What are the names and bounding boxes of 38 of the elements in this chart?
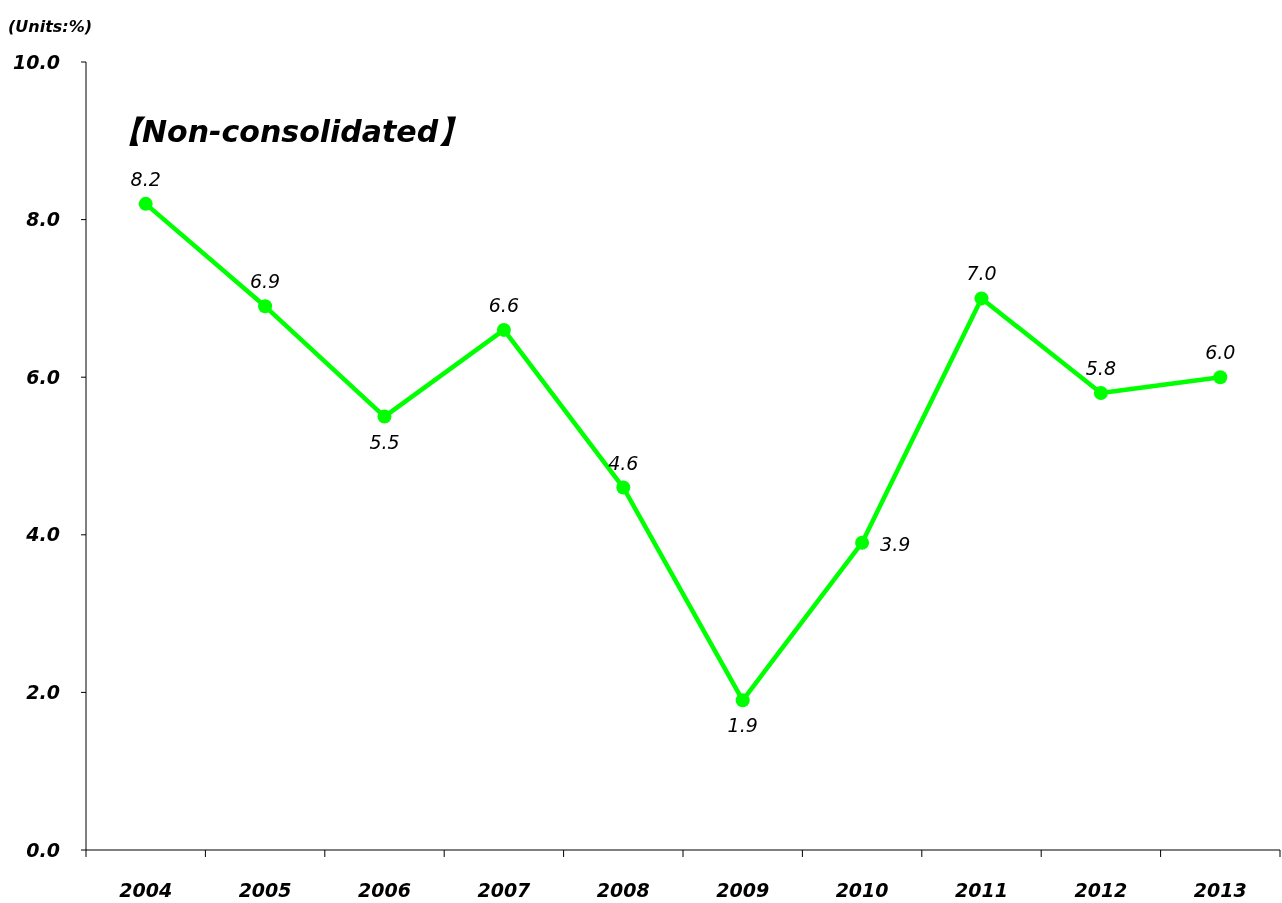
y-tick-label: 8.0 — [26, 208, 60, 231]
y-tick-label: 0.0 — [26, 838, 60, 861]
x-tick-label: 2013 — [1193, 879, 1247, 901]
x-tick-label: 2008 — [596, 879, 650, 901]
point — [1213, 370, 1228, 385]
point — [138, 196, 153, 211]
data-label: 8.2 — [130, 167, 161, 190]
data-label: 4.6 — [608, 451, 639, 474]
x-tick-label: 2009 — [716, 879, 770, 901]
point — [496, 322, 511, 337]
text: 【Non-consolidated】 — [112, 114, 469, 149]
point — [855, 535, 870, 550]
y-tick-label: 2.0 — [26, 681, 60, 704]
data-label: 3.9 — [880, 532, 911, 555]
x-tick-label: 2005 — [238, 879, 292, 901]
point — [1093, 385, 1108, 400]
x-tick-label: 2012 — [1074, 879, 1128, 901]
data-label: 5.5 — [369, 430, 400, 453]
point — [616, 480, 631, 495]
data-label: 7.0 — [966, 262, 997, 285]
y-tick-label: 10.0 — [13, 50, 60, 73]
data-label: 6.0 — [1205, 341, 1236, 364]
data-label: 6.6 — [488, 293, 520, 316]
point — [974, 291, 989, 306]
data-label: 6.9 — [249, 270, 281, 293]
data-label: 1.9 — [727, 714, 758, 737]
x-tick-label: 2006 — [358, 879, 411, 901]
point — [258, 299, 273, 314]
point — [735, 693, 750, 708]
x-tick-label: 2010 — [835, 879, 889, 901]
y-tick-label: 4.0 — [25, 523, 60, 546]
y-tick-label: 6.0 — [26, 365, 60, 388]
x-tick-label: 2004 — [119, 879, 173, 901]
x-tick-label: 2007 — [477, 879, 532, 901]
point — [377, 409, 392, 424]
x-tick-label: 2011 — [955, 879, 1008, 901]
y-axis-title: (Units:%) — [8, 17, 93, 36]
data-label: 5.8 — [1085, 356, 1117, 379]
